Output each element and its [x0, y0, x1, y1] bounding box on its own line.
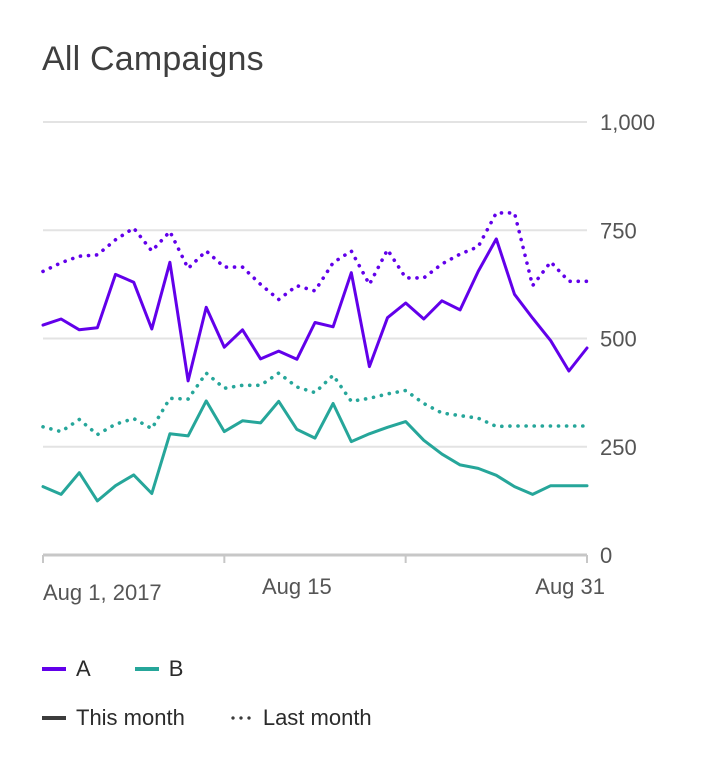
legend-swatch-dotted: [228, 716, 253, 720]
legend-label-a: A: [76, 656, 91, 681]
x-tick-label-15: Aug 15: [262, 574, 332, 599]
legend-swatch-b: [134, 667, 159, 671]
legend-item-b[interactable]: B: [134, 656, 184, 682]
chart-title: All Campaigns: [42, 40, 264, 78]
legend-swatch-solid: [42, 716, 66, 720]
legend-item-a[interactable]: A: [42, 656, 91, 682]
legend-series: A B: [42, 656, 227, 682]
legend-item-last-month[interactable]: Last month: [228, 705, 372, 731]
series-line-b-this-month: [41, 399, 589, 503]
y-tick-label-250: 250: [600, 435, 637, 460]
legend-styles: This month Last month: [42, 705, 416, 731]
line-chart: 0 250 500 750 1,000 Aug 1, 2017 Aug 15 Aug 31: [41, 110, 655, 605]
series-line-a-this-month: [41, 237, 589, 383]
legend-item-this-month[interactable]: This month: [42, 705, 185, 731]
y-tick-label-500: 500: [600, 327, 637, 352]
x-tick-label-1: Aug 1, 2017: [43, 580, 162, 605]
legend-swatch-a: [42, 667, 66, 671]
legend-label-last-month: Last month: [262, 705, 372, 730]
series-line-a-last-month: [41, 211, 589, 302]
x-tick-label-31: Aug 31: [535, 574, 605, 599]
legend-label-this-month: This month: [76, 705, 185, 730]
y-tick-label-750: 750: [600, 218, 637, 243]
y-tick-label-1000: 1,000: [600, 110, 655, 135]
series-line-b-last-month: [41, 371, 589, 437]
legend-label-b: B: [168, 656, 184, 681]
y-tick-label-0: 0: [600, 543, 612, 568]
